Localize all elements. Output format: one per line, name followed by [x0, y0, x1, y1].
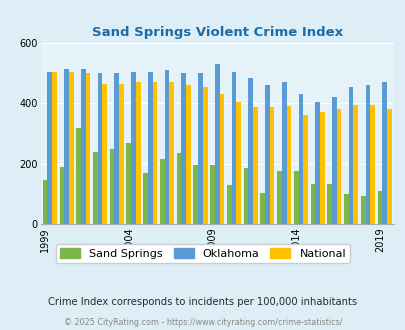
Bar: [336, 109, 341, 224]
Bar: [298, 94, 303, 224]
Bar: [185, 84, 190, 224]
Bar: [348, 87, 353, 224]
Bar: [226, 185, 231, 224]
Bar: [326, 183, 331, 224]
Bar: [260, 193, 264, 224]
Bar: [331, 97, 336, 224]
Legend: Sand Springs, Oklahoma, National: Sand Springs, Oklahoma, National: [55, 244, 350, 263]
Bar: [81, 69, 85, 224]
Bar: [69, 72, 73, 224]
Bar: [214, 64, 219, 224]
Bar: [377, 191, 382, 224]
Bar: [386, 110, 391, 224]
Bar: [219, 94, 224, 224]
Bar: [47, 72, 52, 224]
Bar: [85, 73, 90, 224]
Bar: [303, 115, 307, 224]
Bar: [64, 69, 69, 224]
Bar: [147, 72, 152, 224]
Bar: [52, 72, 57, 224]
Bar: [248, 78, 252, 224]
Bar: [60, 167, 64, 224]
Bar: [98, 73, 102, 224]
Bar: [131, 72, 136, 224]
Bar: [198, 73, 202, 224]
Bar: [343, 194, 348, 224]
Bar: [43, 180, 47, 224]
Bar: [136, 82, 140, 224]
Bar: [181, 73, 185, 224]
Bar: [382, 82, 386, 224]
Bar: [293, 172, 298, 224]
Bar: [231, 72, 236, 224]
Bar: [114, 73, 119, 224]
Bar: [169, 82, 174, 224]
Bar: [202, 87, 207, 224]
Text: Crime Index corresponds to incidents per 100,000 inhabitants: Crime Index corresponds to incidents per…: [48, 297, 357, 307]
Bar: [93, 152, 98, 224]
Bar: [286, 106, 290, 224]
Bar: [176, 153, 181, 224]
Text: © 2025 CityRating.com - https://www.cityrating.com/crime-statistics/: © 2025 CityRating.com - https://www.city…: [64, 318, 341, 327]
Bar: [109, 149, 114, 224]
Bar: [76, 128, 81, 224]
Bar: [236, 102, 241, 224]
Bar: [369, 105, 374, 224]
Bar: [360, 196, 364, 224]
Bar: [252, 107, 257, 224]
Bar: [143, 173, 147, 224]
Bar: [364, 85, 369, 224]
Bar: [152, 82, 157, 224]
Bar: [160, 159, 164, 224]
Bar: [281, 82, 286, 224]
Bar: [277, 172, 281, 224]
Bar: [353, 105, 357, 224]
Bar: [264, 85, 269, 224]
Bar: [102, 84, 107, 224]
Bar: [193, 165, 198, 224]
Bar: [310, 183, 315, 224]
Bar: [243, 168, 248, 224]
Title: Sand Springs Violent Crime Index: Sand Springs Violent Crime Index: [92, 26, 342, 39]
Bar: [210, 165, 214, 224]
Bar: [269, 107, 274, 224]
Bar: [315, 102, 319, 224]
Bar: [119, 84, 124, 224]
Bar: [319, 112, 324, 224]
Bar: [126, 143, 131, 224]
Bar: [164, 70, 169, 224]
